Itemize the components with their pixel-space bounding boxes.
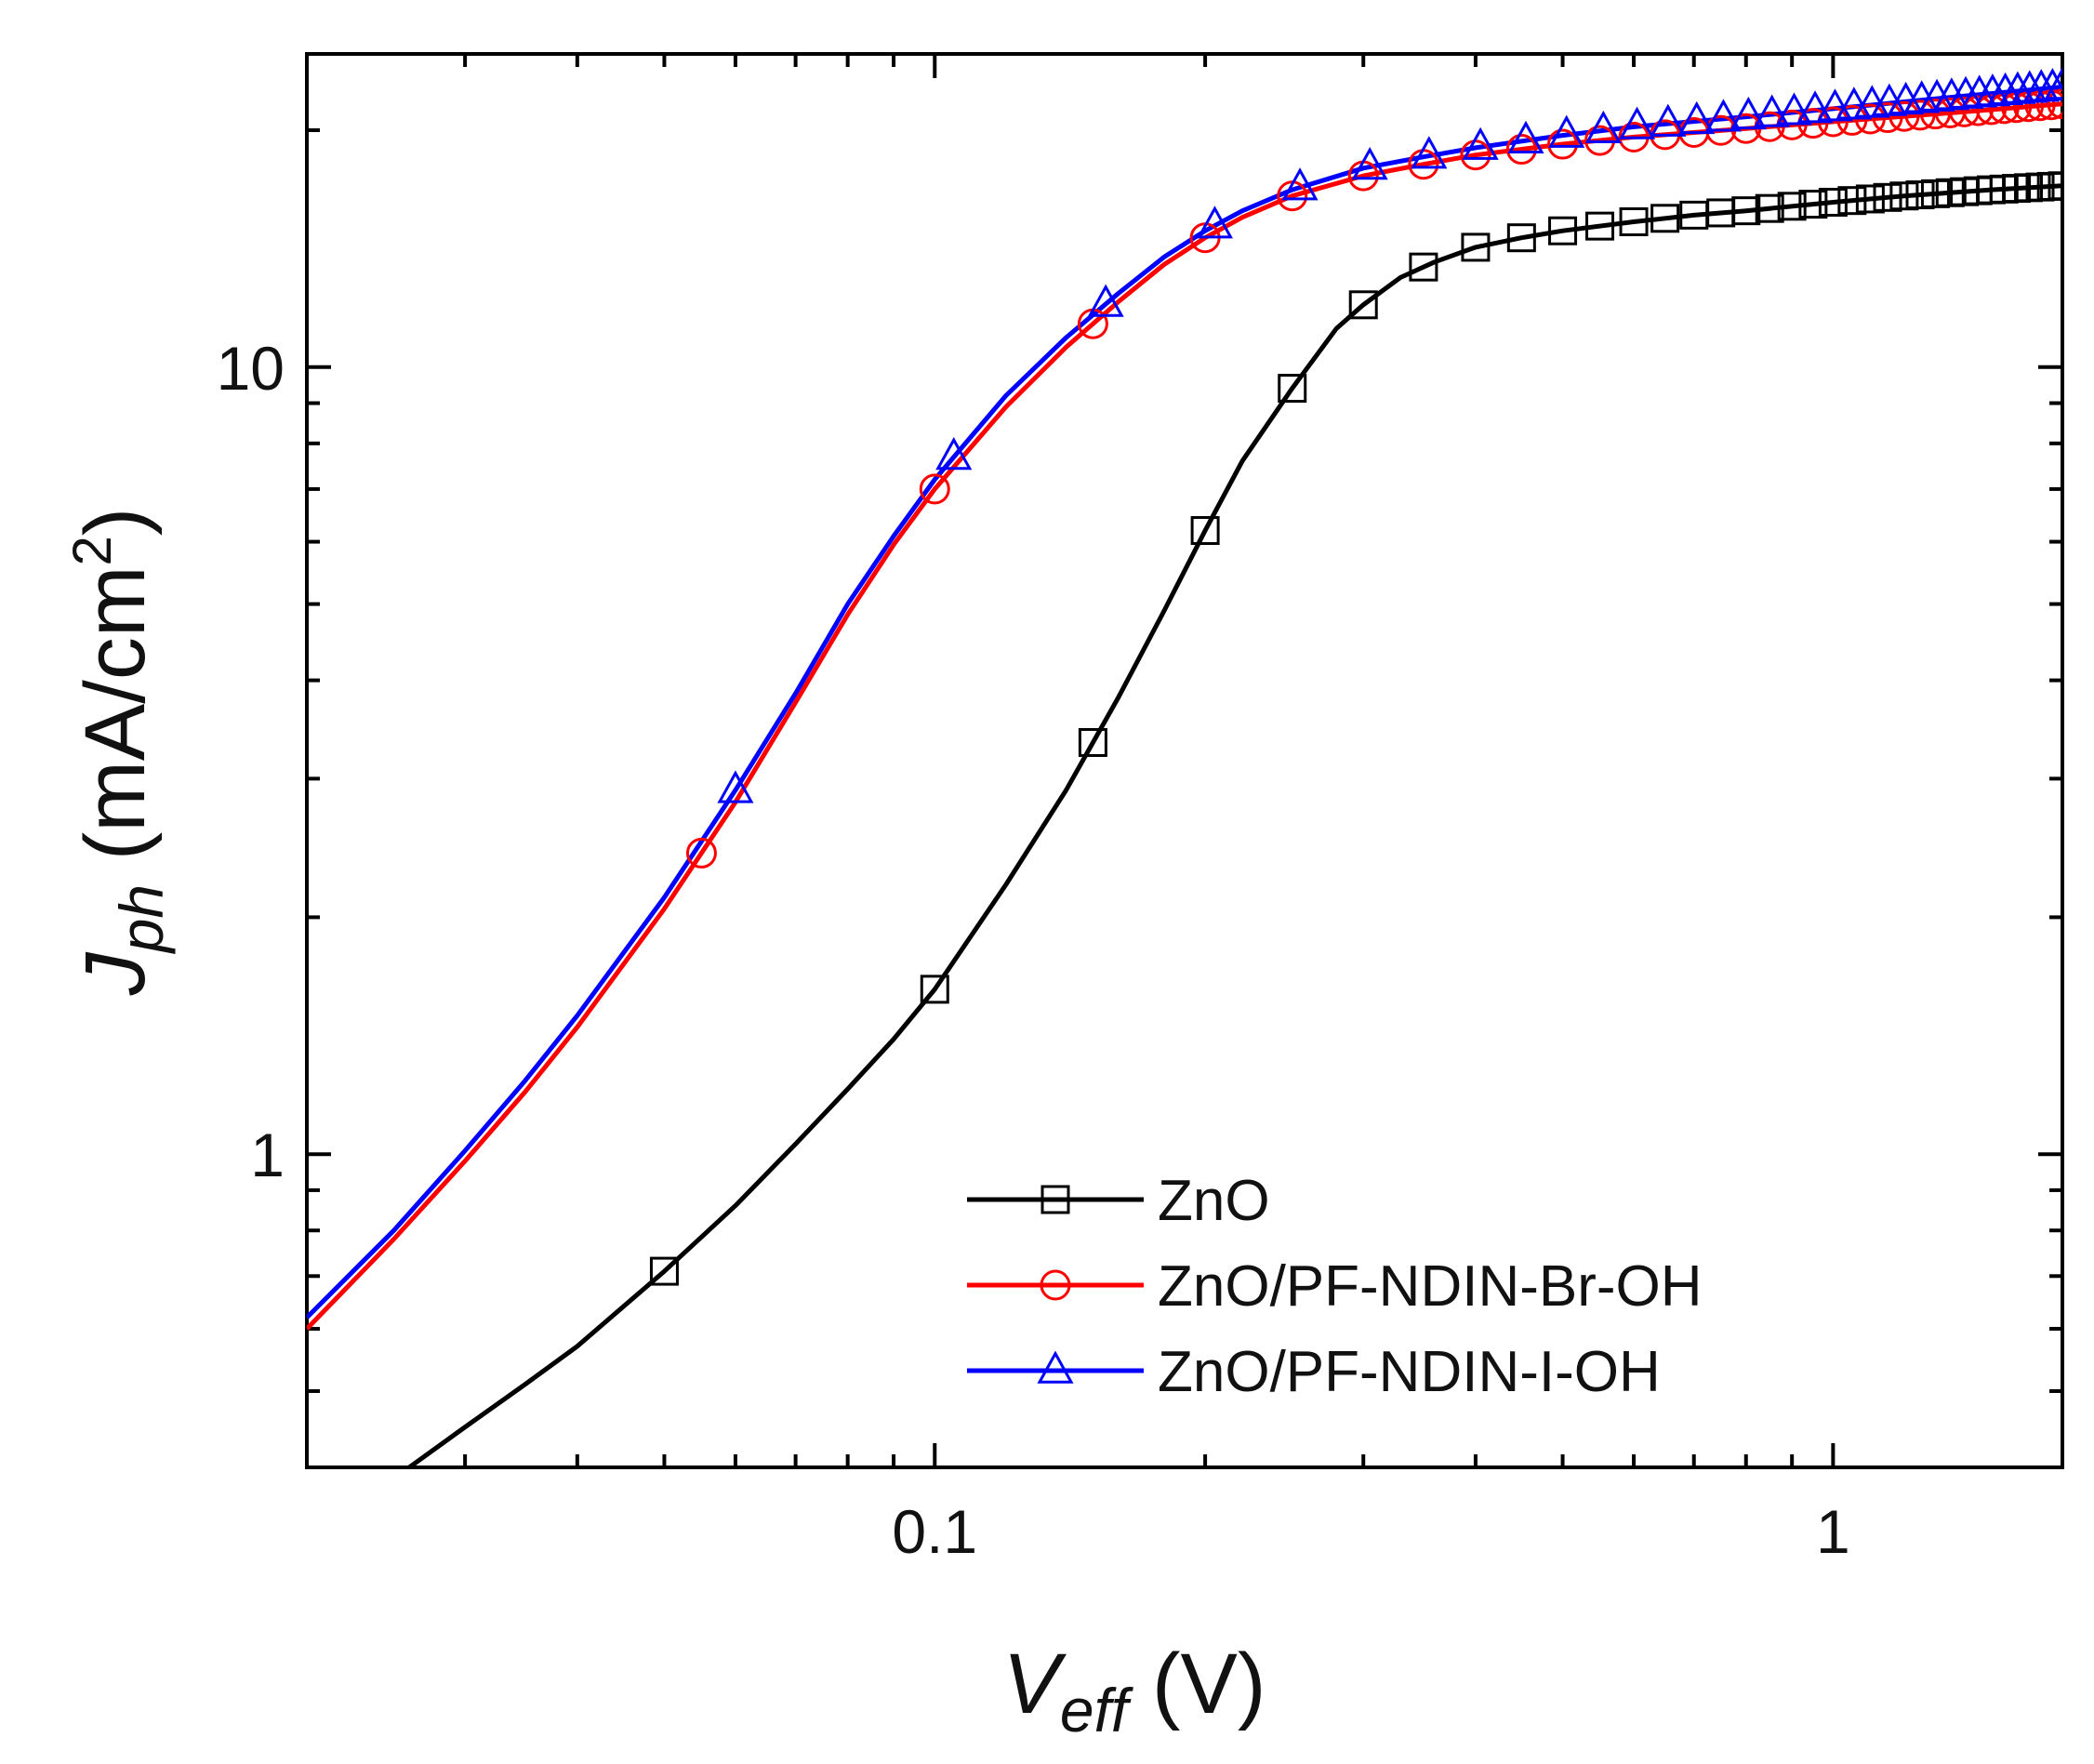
legend-marker — [1040, 1185, 1070, 1214]
x-label-main: V — [1003, 1637, 1067, 1731]
legend-item: ZnO/PF-NDIN-Br-OH — [967, 1254, 1703, 1319]
legend-item: ZnO — [967, 1169, 1270, 1233]
x-label-sub: eff — [1060, 1676, 1134, 1744]
data-marker — [1548, 114, 1585, 148]
y-label-unit-prefix — [68, 860, 163, 884]
legend-item: ZnO/PF-NDIN-I-OH — [967, 1340, 1661, 1404]
series-2-line-group — [307, 85, 2062, 1320]
data-marker — [919, 473, 950, 505]
y-label-unit-suffix: ) — [68, 508, 163, 537]
data-marker — [1505, 134, 1537, 166]
data-marker — [1731, 196, 1761, 226]
y-tick-label: 10 — [217, 334, 285, 403]
data-marker — [2044, 67, 2062, 100]
data-marker — [1351, 147, 1388, 180]
data-marker — [1962, 95, 1994, 126]
x-tick-label: 1 — [1816, 1497, 1850, 1566]
data-marker — [1461, 232, 1491, 262]
data-marker — [1462, 126, 1499, 160]
data-marker — [1548, 216, 1578, 245]
data-marker — [920, 975, 949, 1004]
data-marker — [1585, 211, 1615, 241]
data-marker — [1775, 92, 1813, 126]
series-line — [307, 85, 2062, 1320]
data-marker — [1619, 206, 1649, 236]
data-marker — [1704, 99, 1743, 132]
data-marker — [1547, 128, 1579, 160]
data-marker — [1078, 727, 1107, 757]
data-marker — [1816, 88, 1854, 122]
series-0-line-group — [407, 183, 2062, 1467]
series-layer — [307, 67, 2062, 1467]
data-marker — [717, 770, 754, 803]
x-axis-label: Veff (V) — [1003, 1637, 1266, 1744]
series-line — [407, 183, 2062, 1467]
plot-frame — [305, 52, 2064, 1469]
data-marker — [1087, 284, 1124, 317]
y-label-sub: ph — [107, 884, 176, 954]
x-label-space — [1128, 1637, 1152, 1731]
series-2-markers — [717, 67, 2062, 803]
data-marker — [2047, 88, 2062, 120]
x-tick-label: 0.1 — [892, 1497, 977, 1566]
data-marker — [1873, 182, 1902, 212]
data-marker — [1506, 223, 1536, 253]
legend-marker — [1040, 1269, 1071, 1301]
series-line — [307, 101, 2062, 1331]
series-0-markers — [649, 171, 2062, 1286]
data-marker — [1855, 184, 1885, 214]
y-axis-label: Jph (mA/cm2) — [62, 508, 176, 997]
data-marker — [1348, 290, 1378, 320]
y-label-unit-sup: 2 — [62, 536, 123, 565]
data-marker — [1755, 193, 1784, 223]
axis-labels: Jph (mA/cm2) Veff (V) — [62, 508, 1266, 1744]
data-marker — [1976, 94, 2008, 126]
data-marker — [1650, 204, 1680, 233]
data-marker — [1918, 78, 1955, 112]
data-marker — [2048, 171, 2062, 201]
data-marker — [1190, 516, 1220, 546]
legend-label: ZnO/PF-NDIN-I-OH — [1158, 1340, 1661, 1404]
data-marker — [1837, 186, 1867, 216]
y-label-unit: (mA/cm — [68, 566, 163, 861]
y-label-main: J — [68, 951, 163, 996]
data-marker — [1507, 120, 1544, 153]
legend-label: ZnO/PF-NDIN-Br-OH — [1158, 1254, 1703, 1319]
data-marker — [1584, 110, 1622, 144]
data-marker — [1278, 374, 1307, 404]
legend-marker — [1037, 1350, 1074, 1384]
data-marker — [1889, 181, 1919, 211]
data-marker — [1905, 180, 1935, 210]
data-marker — [1409, 252, 1438, 282]
series-1-line-group — [307, 101, 2062, 1331]
data-marker — [1411, 136, 1448, 169]
data-marker — [1889, 100, 1920, 132]
data-marker — [649, 1256, 679, 1286]
data-marker — [1650, 103, 1687, 137]
series-1-markers — [685, 88, 2062, 869]
data-marker — [1730, 96, 1767, 130]
y-tick-label: 1 — [250, 1121, 285, 1189]
axes-layer: 0.1 1 1 10 — [217, 52, 2064, 1566]
data-marker — [1818, 187, 1848, 217]
data-marker — [1678, 100, 1716, 135]
data-marker — [1754, 94, 1791, 127]
data-marker — [1796, 90, 1834, 124]
data-marker — [1196, 206, 1234, 239]
data-marker — [1920, 179, 1950, 208]
data-marker — [935, 436, 973, 471]
data-marker — [1281, 167, 1319, 201]
legend: ZnO ZnO/PF-NDIN-Br-OH ZnO/PF-NDIN-I-OH — [967, 1169, 1703, 1404]
x-label-unit: (V) — [1152, 1637, 1266, 1731]
data-marker — [1798, 190, 1828, 219]
data-marker — [685, 837, 717, 869]
data-marker — [1777, 192, 1807, 221]
data-marker — [1618, 106, 1656, 139]
legend-label: ZnO — [1158, 1169, 1270, 1233]
